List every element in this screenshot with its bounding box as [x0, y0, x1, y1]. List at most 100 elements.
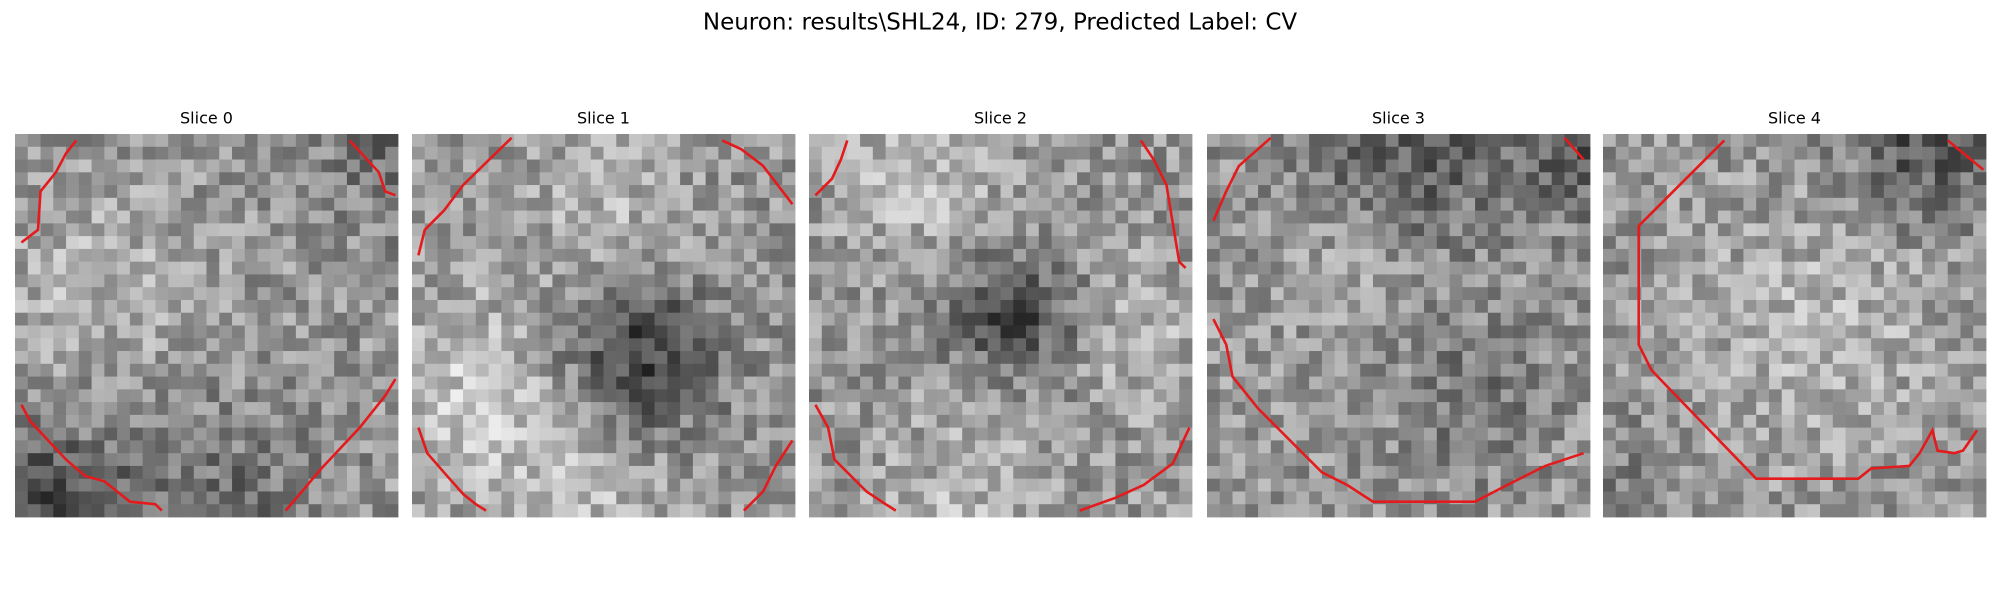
pixel — [1934, 453, 1949, 467]
pixel — [1115, 210, 1129, 224]
pixel — [412, 402, 426, 416]
pixel — [616, 325, 630, 339]
pixel — [1500, 210, 1514, 224]
pixel — [53, 389, 67, 403]
pixel — [885, 363, 899, 377]
pixel — [475, 427, 489, 441]
pixel — [1258, 363, 1272, 377]
pixel — [885, 287, 899, 301]
pixel — [514, 185, 528, 199]
pixel — [1692, 325, 1706, 339]
pixel — [372, 274, 386, 288]
pixel — [1153, 274, 1167, 288]
pixel — [1768, 351, 1783, 365]
pixel — [743, 465, 758, 480]
pixel — [1258, 312, 1272, 326]
pixel — [1717, 427, 1732, 441]
pixel — [1115, 185, 1129, 199]
pixel — [860, 325, 874, 339]
pixel — [1449, 197, 1463, 211]
pixel — [974, 491, 989, 505]
pixel — [385, 338, 399, 352]
pixel — [1756, 159, 1770, 173]
pixel — [372, 325, 386, 339]
pixel — [1832, 248, 1846, 263]
pixel — [53, 210, 67, 224]
pixel — [1807, 185, 1821, 199]
pixel — [1615, 274, 1629, 288]
pixel — [1102, 172, 1116, 186]
pixel — [1909, 185, 1923, 199]
pixel — [244, 159, 258, 173]
pixel — [1538, 223, 1553, 237]
pixel — [501, 325, 515, 339]
pixel — [1717, 389, 1732, 403]
pixel — [1166, 172, 1180, 186]
pixel — [603, 287, 617, 301]
pixel — [1102, 376, 1116, 390]
pixel — [1102, 414, 1116, 429]
pixel — [680, 134, 694, 148]
pixel — [949, 134, 963, 148]
pixel — [1115, 261, 1129, 275]
pixel — [821, 504, 835, 518]
pixel — [1756, 185, 1770, 199]
pixel — [974, 351, 989, 365]
pixel — [667, 312, 681, 326]
pixel — [872, 325, 886, 339]
pixel — [40, 402, 54, 416]
pixel — [680, 185, 694, 199]
pixel — [219, 338, 233, 352]
pixel — [885, 338, 899, 352]
pixel — [206, 287, 220, 301]
pixel — [1577, 491, 1591, 505]
pixel — [834, 363, 848, 377]
pixel — [731, 453, 745, 467]
pixel — [1526, 491, 1540, 505]
pixel — [1883, 465, 1898, 480]
pixel — [385, 274, 399, 288]
pixel — [1232, 389, 1246, 403]
pixel — [1756, 478, 1770, 492]
pixel — [27, 453, 41, 467]
pixel — [1140, 427, 1155, 441]
pixel — [1743, 414, 1757, 429]
pixel — [270, 159, 284, 173]
pixel — [270, 172, 284, 186]
contour — [1212, 318, 1585, 504]
pixel — [680, 376, 694, 390]
pixel — [1077, 274, 1091, 288]
pixel — [346, 312, 361, 326]
pixel — [129, 402, 144, 416]
pixel — [577, 440, 592, 454]
pixel — [769, 197, 783, 211]
pixel — [667, 236, 681, 250]
pixel — [155, 325, 169, 339]
pixel — [923, 504, 938, 518]
pixel — [923, 312, 938, 326]
pixel — [1283, 478, 1297, 492]
contour — [1139, 139, 1187, 269]
pixel — [974, 210, 989, 224]
pixel — [1603, 261, 1617, 275]
pixel — [155, 134, 169, 148]
pixel — [756, 261, 770, 275]
pixel — [1064, 134, 1078, 148]
pixel — [1398, 453, 1412, 467]
pixel — [1140, 478, 1155, 492]
pixel — [1526, 299, 1540, 314]
pixel — [385, 159, 399, 173]
pixel — [244, 197, 258, 211]
pixel — [1038, 453, 1052, 467]
pixel — [680, 478, 694, 492]
pixel — [1896, 363, 1910, 377]
pixel — [885, 185, 899, 199]
pixel — [1153, 363, 1167, 377]
pixel — [1730, 159, 1744, 173]
pixel — [1641, 440, 1655, 454]
pixel — [885, 389, 899, 403]
pixel — [346, 325, 361, 339]
pixel — [219, 299, 233, 314]
pixel — [463, 402, 477, 416]
pixel — [1500, 312, 1514, 326]
